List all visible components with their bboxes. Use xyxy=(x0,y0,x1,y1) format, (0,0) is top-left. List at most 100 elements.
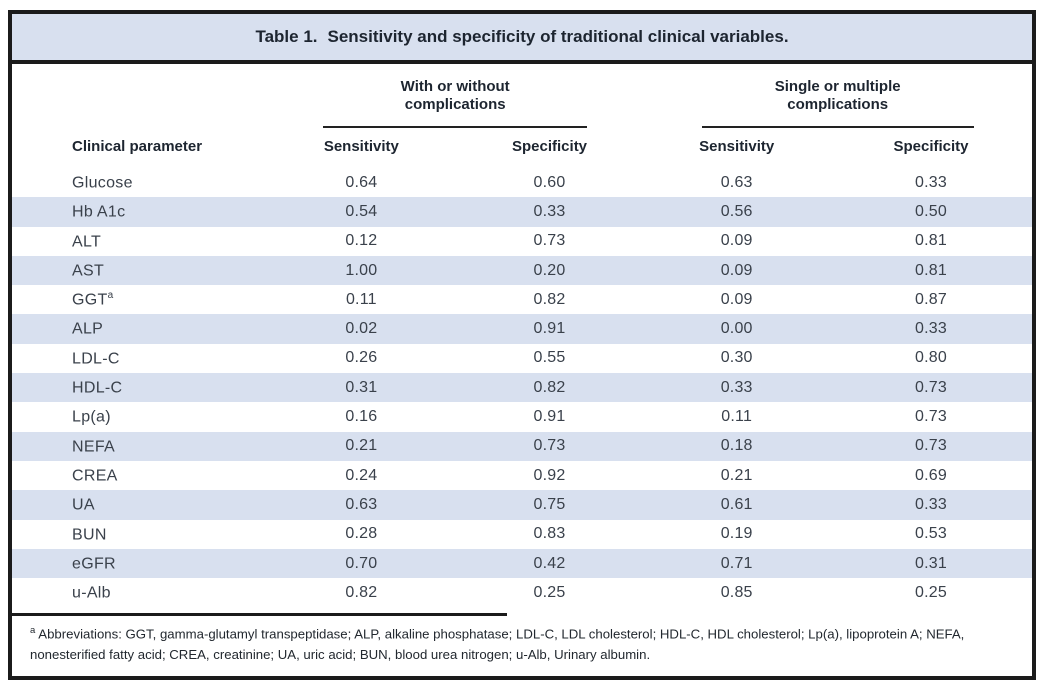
row-parameter-cell: u-Alb xyxy=(12,578,267,607)
cell-specificity-1: 0.55 xyxy=(533,349,566,367)
cell-specificity-1: 0.91 xyxy=(533,320,566,338)
table-row: AST 1.00 0.20 0.09 0.81 xyxy=(12,255,1032,286)
row-parameter-cell: ALP xyxy=(12,314,267,343)
footnote-area: a Abbreviations: GGT, gamma-glutamyl tran… xyxy=(12,607,1032,676)
cell-sensitivity-1: 0.02 xyxy=(345,320,378,338)
cell-specificity-2: 0.87 xyxy=(915,290,947,308)
table-title-label: Table 1. xyxy=(255,27,318,46)
table-row: GGTa 0.11 0.82 0.09 0.87 xyxy=(12,285,1032,314)
footnote: a Abbreviations: GGT, gamma-glutamyl tran… xyxy=(12,616,1032,675)
cell-specificity-2: 0.81 xyxy=(915,261,947,279)
group-header-single-or-multiple: Single or multiple complications xyxy=(643,64,1032,128)
cell-specificity-2: 0.33 xyxy=(915,320,947,338)
row-parameter-label: Lp(a) xyxy=(72,408,111,426)
row-parameter-cell: GGTa xyxy=(12,285,267,314)
cell-specificity-1: 0.82 xyxy=(533,290,566,308)
cell-sensitivity-2: 0.00 xyxy=(720,320,753,338)
row-parameter-label: ALT xyxy=(72,232,102,250)
cell-sensitivity-2: 0.85 xyxy=(720,583,753,601)
cell-specificity-1: 0.20 xyxy=(533,261,566,279)
row-parameter-cell: AST xyxy=(12,256,267,285)
cell-specificity-2: 0.73 xyxy=(915,378,947,396)
table-row: ALT 0.12 0.73 0.09 0.81 xyxy=(12,227,1032,256)
table-row: Glucose 0.64 0.60 0.63 0.33 xyxy=(12,168,1032,197)
cell-sensitivity-2: 0.56 xyxy=(720,202,753,220)
table-row: Hb A1c 0.54 0.33 0.56 0.50 xyxy=(12,197,1032,227)
column-header-row: Clinical parameter Sensitivity Specifici… xyxy=(12,128,1032,168)
cell-sensitivity-2: 0.09 xyxy=(720,261,753,279)
cell-sensitivity-2: 0.09 xyxy=(720,232,753,250)
cell-sensitivity-2: 0.21 xyxy=(720,466,753,484)
row-parameter-cell: CREA xyxy=(12,461,267,490)
table-row: u-Alb 0.82 0.25 0.85 0.25 xyxy=(12,578,1032,607)
cell-sensitivity-1: 0.31 xyxy=(345,378,378,396)
row-parameter-cell: eGFR xyxy=(12,549,267,578)
table-header: With or without complications Single or … xyxy=(12,64,1032,168)
cell-sensitivity-1: 0.63 xyxy=(345,495,378,513)
cell-sensitivity-1: 0.12 xyxy=(345,232,378,250)
table-bottom-rule xyxy=(12,613,507,617)
row-parameter-label: NEFA xyxy=(72,437,115,455)
cell-specificity-2: 0.73 xyxy=(915,408,947,426)
cell-sensitivity-2: 0.30 xyxy=(720,349,753,367)
row-parameter-footnote-marker: a xyxy=(107,290,114,302)
cell-specificity-1: 0.92 xyxy=(533,466,566,484)
cell-specificity-2: 0.73 xyxy=(915,437,947,455)
table-row: LDL-C 0.26 0.55 0.30 0.80 xyxy=(12,344,1032,373)
cell-specificity-1: 0.25 xyxy=(533,583,566,601)
cell-sensitivity-1: 0.16 xyxy=(345,408,378,426)
row-parameter-cell: HDL-C xyxy=(12,373,267,402)
cell-sensitivity-2: 0.18 xyxy=(720,437,753,455)
cell-specificity-1: 0.73 xyxy=(533,437,566,455)
footnote-marker: a xyxy=(30,625,36,637)
row-parameter-label: CREA xyxy=(72,467,118,485)
cell-specificity-1: 0.73 xyxy=(533,232,566,250)
cell-sensitivity-1: 0.64 xyxy=(345,173,378,191)
table-body: Glucose 0.64 0.60 0.63 0.33 Hb A1c 0.54 … xyxy=(12,168,1032,607)
row-parameter-cell: Glucose xyxy=(12,168,267,197)
row-parameter-cell: NEFA xyxy=(12,432,267,461)
cell-specificity-2: 0.33 xyxy=(915,495,947,513)
table-row: NEFA 0.21 0.73 0.18 0.73 xyxy=(12,431,1032,461)
cell-specificity-2: 0.50 xyxy=(915,202,947,220)
group-title-single-or-multiple: Single or multiple complications xyxy=(774,78,901,114)
cell-sensitivity-1: 0.26 xyxy=(345,349,378,367)
table-row: eGFR 0.70 0.42 0.71 0.31 xyxy=(12,548,1032,579)
cell-sensitivity-2: 0.09 xyxy=(720,290,753,308)
table-row: Lp(a) 0.16 0.91 0.11 0.73 xyxy=(12,402,1032,431)
cell-sensitivity-1: 0.54 xyxy=(345,202,378,220)
row-parameter-label: HDL-C xyxy=(72,379,123,397)
cell-sensitivity-1: 0.82 xyxy=(345,583,378,601)
cell-specificity-2: 0.69 xyxy=(915,466,947,484)
cell-specificity-2: 0.53 xyxy=(915,525,947,543)
cell-specificity-1: 0.42 xyxy=(533,554,566,572)
table-row: CREA 0.24 0.92 0.21 0.69 xyxy=(12,461,1032,490)
row-parameter-label: AST xyxy=(72,262,105,280)
table-row: HDL-C 0.31 0.82 0.33 0.73 xyxy=(12,373,1032,403)
row-parameter-label: GGT xyxy=(72,291,108,309)
column-header-specificity-1: Specificity xyxy=(512,137,588,155)
cell-specificity-2: 0.80 xyxy=(915,349,947,367)
row-parameter-cell: Hb A1c xyxy=(12,197,267,226)
cell-specificity-2: 0.81 xyxy=(915,232,947,250)
group-header-spacer xyxy=(12,64,267,128)
row-parameter-cell: ALT xyxy=(12,227,267,256)
cell-sensitivity-2: 0.33 xyxy=(720,378,753,396)
cell-sensitivity-2: 0.71 xyxy=(720,554,753,572)
table-row: BUN 0.28 0.83 0.19 0.53 xyxy=(12,520,1032,549)
table-row: ALP 0.02 0.91 0.00 0.33 xyxy=(12,314,1032,344)
table-title-text: Sensitivity and specificity of tradition… xyxy=(327,27,789,46)
cell-specificity-1: 0.75 xyxy=(533,495,566,513)
cell-sensitivity-1: 1.00 xyxy=(345,261,378,279)
row-parameter-label: Glucose xyxy=(72,174,133,192)
cell-specificity-1: 0.83 xyxy=(533,525,566,543)
row-parameter-label: UA xyxy=(72,496,95,514)
row-parameter-cell: UA xyxy=(12,490,267,519)
column-header-clinical-parameter: Clinical parameter xyxy=(72,137,203,155)
footnote-text: Abbreviations: GGT, gamma-glutamyl trans… xyxy=(30,626,965,663)
cell-sensitivity-2: 0.11 xyxy=(721,408,753,426)
table-title-bar: Table 1. Sensitivity and specificity of … xyxy=(12,14,1032,64)
cell-sensitivity-2: 0.61 xyxy=(720,495,753,513)
clinical-variables-table: With or without complications Single or … xyxy=(12,64,1032,607)
column-header-specificity-2: Specificity xyxy=(893,137,969,155)
